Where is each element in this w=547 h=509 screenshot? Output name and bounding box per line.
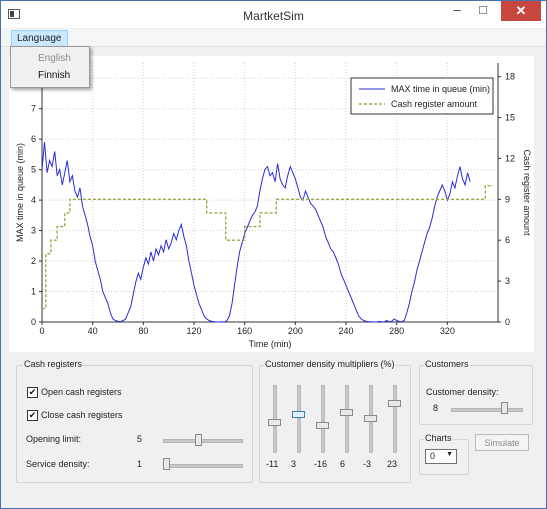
- legend-label-2: Cash register amount: [391, 99, 478, 109]
- y-right-tick-label: 12: [505, 153, 515, 163]
- x-tick-label: 120: [186, 326, 201, 336]
- legend-label-1: MAX time in queue (min): [391, 84, 490, 94]
- multiplier-slider-6-handle[interactable]: [388, 400, 401, 407]
- y-right-tick-label: 9: [505, 194, 510, 204]
- customers-panel: [419, 365, 533, 425]
- open-registers-checkbox[interactable]: ✔: [27, 387, 38, 398]
- menu-item-english[interactable]: English: [38, 53, 71, 64]
- service-density-label: Service density:: [26, 459, 90, 469]
- chevron-down-icon: ▼: [446, 451, 453, 458]
- x-tick-label: 40: [88, 326, 98, 336]
- x-axis-label: Time (min): [249, 339, 292, 349]
- y-left-axis-label: MAX time in queue (min): [15, 143, 25, 242]
- close-registers-checkbox[interactable]: ✔: [27, 410, 38, 421]
- customer-density-slider-track[interactable]: [451, 408, 523, 412]
- y-left-tick-label: 4: [31, 195, 36, 205]
- multipliers-title: Customer density multipliers (%): [264, 359, 396, 369]
- customer-density-slider-handle[interactable]: [501, 402, 508, 414]
- chart-select-value: 0: [430, 451, 436, 461]
- x-tick-label: 0: [39, 326, 44, 336]
- y-left-tick-label: 5: [31, 165, 36, 175]
- y-left-tick-label: 2: [31, 256, 36, 266]
- service-density-slider-track[interactable]: [163, 464, 243, 468]
- multiplier-slider-6-track[interactable]: [393, 385, 397, 453]
- cash-registers-panel: [16, 365, 253, 483]
- x-tick-label: 240: [338, 326, 353, 336]
- chart-select[interactable]: 0 ▼: [425, 449, 457, 464]
- maximize-button[interactable]: □: [479, 2, 487, 17]
- menu-bar: Language: [1, 29, 546, 47]
- opening-limit-slider-track[interactable]: [163, 439, 243, 443]
- series-line-2: [42, 185, 493, 310]
- multiplier-slider-2-handle[interactable]: [292, 411, 305, 418]
- multiplier-4-value: 6: [340, 459, 346, 469]
- menu-language[interactable]: Language: [11, 30, 68, 47]
- customer-density-value: 8: [433, 403, 439, 413]
- multiplier-slider-4-track[interactable]: [345, 385, 349, 453]
- multiplier-slider-3-handle[interactable]: [316, 422, 329, 429]
- multiplier-3-value: -16: [314, 459, 328, 469]
- series-line-1: [41, 142, 471, 323]
- x-tick-label: 320: [440, 326, 455, 336]
- charts-title: Charts: [424, 433, 453, 443]
- app-icon: [8, 9, 20, 19]
- open-registers-label: Open cash registers: [41, 387, 122, 397]
- y-left-tick-label: 3: [31, 226, 36, 236]
- opening-limit-label: Opening limit:: [26, 434, 82, 444]
- multiplier-slider-5-handle[interactable]: [364, 415, 377, 422]
- y-right-tick-label: 18: [505, 72, 515, 82]
- multiplier-6-value: 23: [387, 459, 398, 469]
- language-dropdown: English Finnish: [10, 46, 90, 88]
- menu-item-finnish[interactable]: Finnish: [38, 70, 71, 81]
- close-registers-label: Close cash registers: [41, 410, 123, 420]
- chart-area: 0408012016020024028032001234567803691215…: [9, 56, 534, 352]
- customer-density-label: Customer density:: [426, 387, 499, 397]
- legend-box: [350, 77, 494, 115]
- cash-registers-title: Cash registers: [23, 359, 84, 369]
- y-right-tick-label: 0: [505, 317, 510, 327]
- queue-chart: 0408012016020024028032001234567803691215…: [15, 63, 532, 349]
- simulate-button[interactable]: Simulate: [475, 434, 529, 451]
- service-density-value: 1: [137, 459, 143, 469]
- close-button[interactable]: ✕: [501, 1, 541, 21]
- multiplier-slider-4-handle[interactable]: [340, 409, 353, 416]
- y-right-tick-label: 3: [505, 276, 510, 286]
- x-tick-label: 280: [389, 326, 404, 336]
- y-left-tick-label: 6: [31, 134, 36, 144]
- y-left-tick-label: 7: [31, 104, 36, 114]
- title-bar: MartketSim – □ ✕: [1, 1, 546, 28]
- y-right-axis-label: Cash register amount: [522, 149, 532, 236]
- multiplier-1-value: -11: [266, 459, 279, 469]
- x-tick-label: 200: [288, 326, 303, 336]
- multiplier-slider-3-track[interactable]: [321, 385, 325, 453]
- y-left-tick-label: 1: [31, 287, 36, 297]
- x-tick-label: 160: [237, 326, 252, 336]
- x-tick-label: 80: [138, 326, 148, 336]
- y-right-tick-label: 15: [505, 113, 515, 123]
- multiplier-2-value: 3: [291, 459, 297, 469]
- minimize-button[interactable]: –: [453, 2, 461, 17]
- y-right-tick-label: 6: [505, 235, 510, 245]
- multiplier-slider-1-handle[interactable]: [268, 419, 281, 426]
- service-density-slider-handle[interactable]: [163, 458, 170, 470]
- y-left-tick-label: 0: [31, 317, 36, 327]
- customers-title: Customers: [424, 359, 470, 369]
- multiplier-slider-2-track[interactable]: [297, 385, 301, 453]
- multiplier-5-value: -3: [363, 459, 372, 469]
- opening-limit-value: 5: [137, 434, 143, 444]
- opening-limit-slider-handle[interactable]: [195, 434, 202, 446]
- window-title: MartketSim: [243, 9, 304, 23]
